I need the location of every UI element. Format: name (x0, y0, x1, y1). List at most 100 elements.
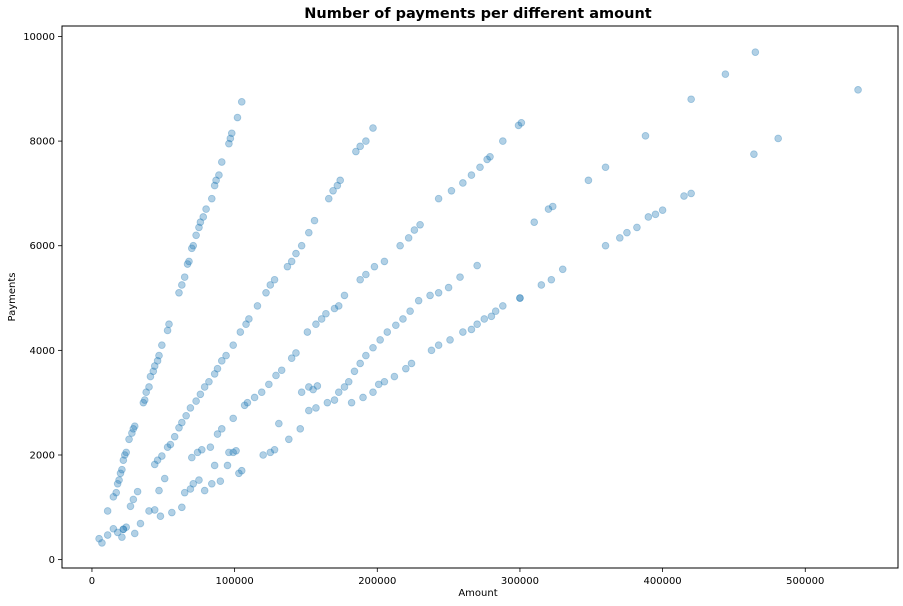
data-point (322, 309, 330, 318)
data-point (186, 404, 195, 412)
data-point (158, 452, 166, 460)
data-point (483, 155, 491, 164)
data-point (467, 325, 476, 334)
data-point (213, 364, 222, 373)
data-point (352, 147, 360, 156)
data-point (265, 380, 273, 389)
data-point (95, 534, 103, 543)
data-point (192, 231, 200, 240)
data-point (287, 354, 296, 363)
data-point (313, 382, 322, 390)
data-point (150, 506, 159, 514)
data-point (601, 241, 610, 250)
data-point (356, 275, 364, 284)
data-point (558, 265, 567, 274)
y-tick-label: 4000 (30, 346, 55, 357)
data-point (447, 187, 456, 195)
data-point (202, 205, 210, 213)
data-point (149, 367, 158, 376)
chart-title: Number of payments per different amount (304, 6, 651, 22)
data-point (330, 304, 339, 313)
data-point (165, 320, 173, 329)
data-point (193, 448, 202, 457)
data-point (178, 503, 186, 512)
data-point (109, 524, 118, 533)
points-layer (95, 48, 862, 547)
data-point (323, 398, 332, 407)
data-point (188, 244, 196, 253)
data-point (296, 425, 305, 433)
data-point (259, 451, 267, 459)
data-point (210, 181, 219, 190)
data-point (210, 370, 219, 378)
data-point (434, 289, 443, 297)
data-point (129, 495, 138, 504)
data-point (644, 213, 653, 221)
data-point (340, 383, 349, 391)
data-point (136, 519, 145, 528)
data-point (390, 372, 399, 381)
data-point (237, 98, 246, 106)
data-point (584, 176, 593, 185)
data-point (374, 380, 383, 389)
data-point (344, 377, 353, 386)
data-point (266, 448, 275, 457)
data-point (356, 142, 364, 151)
data-point (548, 202, 557, 211)
data-point (434, 341, 443, 349)
data-point (223, 461, 232, 470)
data-point (467, 171, 476, 179)
data-point (242, 320, 250, 329)
x-axis-label: Amount (458, 588, 497, 599)
data-point (340, 291, 349, 300)
data-point (180, 488, 189, 497)
data-point (240, 401, 249, 410)
data-point (266, 281, 275, 289)
data-point (687, 189, 695, 198)
data-point (227, 129, 236, 138)
data-point (446, 336, 454, 344)
data-point (130, 529, 139, 538)
data-point (292, 349, 300, 357)
data-point (305, 383, 313, 391)
data-point (530, 218, 539, 226)
data-point (178, 418, 186, 427)
data-point (158, 341, 166, 349)
data-point (537, 281, 546, 289)
data-point (376, 336, 384, 344)
data-point (128, 429, 136, 437)
data-point (774, 134, 782, 143)
data-point (236, 328, 245, 336)
data-point (208, 194, 216, 203)
y-axis-label: Payments (7, 273, 18, 322)
data-point (253, 302, 262, 310)
data-point (243, 398, 252, 407)
data-point (206, 443, 215, 451)
data-point (350, 367, 359, 376)
data-point (359, 393, 367, 402)
data-point (406, 307, 414, 315)
data-point (175, 423, 183, 432)
data-point (115, 476, 123, 484)
data-point (122, 448, 130, 457)
data-point (215, 171, 223, 179)
data-point (444, 283, 453, 292)
data-point (200, 486, 209, 495)
data-point (487, 312, 496, 321)
data-point (226, 134, 235, 143)
data-point (125, 435, 133, 444)
data-point (195, 476, 203, 484)
data-point (229, 414, 237, 423)
data-point (160, 474, 169, 483)
data-point (317, 315, 326, 323)
data-point (370, 262, 379, 271)
data-point (140, 396, 149, 404)
data-point (222, 351, 230, 360)
data-point (329, 187, 337, 195)
data-point (153, 456, 162, 465)
data-point (516, 294, 524, 302)
data-point (163, 443, 172, 451)
data-point (499, 137, 507, 145)
axes-frame (61, 25, 899, 569)
data-point (751, 48, 760, 56)
